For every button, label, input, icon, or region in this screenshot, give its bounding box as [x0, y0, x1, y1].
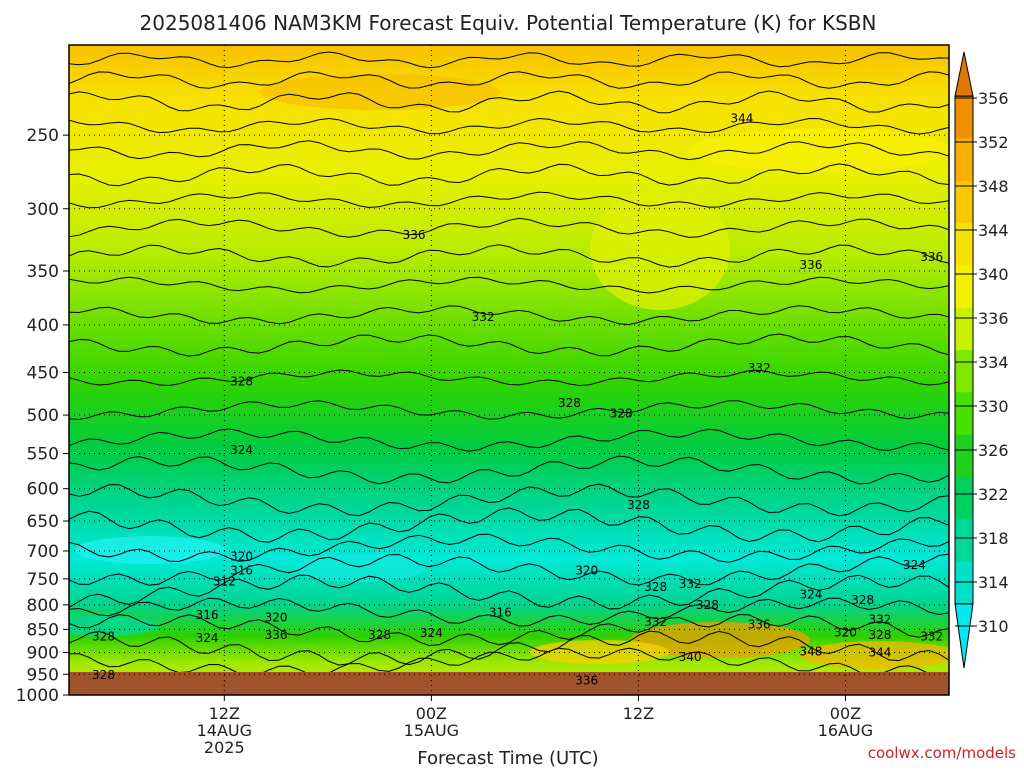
y-tick-label: 800 — [27, 596, 59, 616]
contour-label: 328 — [230, 374, 253, 388]
colorbar-segment — [955, 350, 973, 393]
colorbar-segment — [955, 435, 973, 478]
contour-label: 324 — [800, 588, 823, 602]
contour-label: 336 — [800, 258, 823, 272]
contour-label: 324 — [420, 626, 443, 640]
contour-label: 348 — [800, 645, 823, 659]
colorbar-segment — [955, 392, 973, 435]
contour-label: 336 — [403, 228, 426, 242]
contour-label: 332 — [748, 361, 771, 375]
plot-area: 3443443403363363363323323323283283283243… — [40, 45, 1024, 695]
colorbar-tick-label: 348 — [978, 177, 1009, 196]
y-tick-label: 950 — [27, 665, 59, 685]
field-feature — [590, 190, 730, 310]
colorbar-tick-label: 352 — [978, 133, 1009, 152]
y-tick-label: 400 — [27, 316, 59, 336]
contour-label: 320 — [265, 610, 288, 624]
x-tick-label: 15AUG — [404, 721, 459, 740]
colorbar-tick-label: 334 — [978, 353, 1009, 372]
x-tick-label: 2025 — [204, 738, 245, 757]
colorbar-tick-label: 336 — [978, 309, 1009, 328]
contour-label: 324 — [196, 631, 219, 645]
x-axis-label: Forecast Time (UTC) — [417, 748, 598, 768]
contour-label: 312 — [213, 574, 236, 588]
contour-label: 328 — [851, 593, 874, 607]
y-tick-label: 300 — [27, 200, 59, 220]
contour-label: 316 — [196, 608, 219, 622]
y-tick-label: 850 — [27, 620, 59, 640]
contour-label: 332 — [472, 310, 495, 324]
colorbar: 356 352 348 344 340 336 334 330 326 322 318 314 310 — [955, 52, 1009, 668]
contour-label: 344 — [869, 645, 892, 659]
contour-label: 344 — [730, 112, 753, 126]
contour-label: 332 — [920, 629, 943, 643]
y-tick-label: 700 — [27, 542, 59, 562]
contour-label: 328 — [92, 629, 115, 643]
contour-label: 328 — [696, 598, 719, 612]
contour-label: 324 — [903, 558, 926, 572]
colorbar-tick-label: 322 — [978, 485, 1009, 504]
x-tick-label: 12Z — [623, 704, 654, 723]
contour-label: 336 — [920, 250, 943, 264]
colorbar-segment — [955, 265, 973, 308]
y-tick-label: 550 — [27, 445, 59, 465]
contour-label: 344 — [1007, 67, 1024, 81]
contour-label: 328 — [644, 580, 667, 594]
colorbar-tick-label: 344 — [978, 221, 1009, 240]
contour-label: 320 — [834, 626, 857, 640]
credit-text: coolwx.com/models — [868, 744, 1016, 762]
colorbar-segment — [955, 96, 973, 139]
contour-label: 328 — [610, 406, 633, 420]
colorbar-tick-label: 310 — [978, 617, 1009, 636]
y-tick-label: 750 — [27, 570, 59, 590]
y-axis: 250 300 350 400 450 500 550 600 650 700 750 800 850 9… — [16, 126, 69, 706]
contour-label: 336 — [265, 628, 288, 642]
colorbar-tick-label: 326 — [978, 441, 1009, 460]
colorbar-segment — [955, 562, 973, 605]
colorbar-bottom-arrow — [955, 604, 973, 668]
contour-label: 328 — [869, 628, 892, 642]
ground-layer — [69, 672, 949, 695]
contour-label: 320 — [230, 550, 253, 564]
contour-label: 336 — [575, 674, 598, 688]
y-tick-label: 1000 — [16, 686, 59, 706]
y-tick-label: 250 — [27, 126, 59, 146]
colorbar-tick-label: 330 — [978, 397, 1009, 416]
y-tick-label: 900 — [27, 643, 59, 663]
contour-label: 332 — [869, 613, 892, 627]
field-feature — [75, 536, 225, 564]
colorbar-segment — [955, 223, 973, 266]
contour-label: 332 — [644, 615, 667, 629]
colorbar-segment — [955, 138, 973, 181]
colorbar-tick-label: 340 — [978, 265, 1009, 284]
x-tick-label: 16AUG — [818, 721, 873, 740]
contour-label: 316 — [489, 605, 512, 619]
y-tick-label: 600 — [27, 480, 59, 500]
contour-label: 328 — [368, 628, 391, 642]
chart-title: 2025081406 NAM3KM Forecast Equiv. Potent… — [140, 11, 877, 35]
contour-label: 328 — [92, 668, 115, 682]
contour-label: 340 — [679, 650, 702, 664]
colorbar-segment — [955, 181, 973, 224]
colorbar-tick-label: 318 — [978, 529, 1009, 548]
colorbar-tick-label: 356 — [978, 89, 1009, 108]
contour-label: 336 — [748, 618, 771, 632]
y-tick-label: 500 — [27, 406, 59, 426]
y-tick-label: 450 — [27, 364, 59, 384]
contour-label: 324 — [230, 443, 253, 457]
contour-label: 328 — [558, 396, 581, 410]
colorbar-tick-label: 314 — [978, 573, 1009, 592]
colorbar-segment — [955, 519, 973, 562]
contour-label: 320 — [575, 564, 598, 578]
contour-label: 328 — [627, 498, 650, 512]
colorbar-segment — [955, 477, 973, 520]
y-tick-label: 650 — [27, 512, 59, 532]
colorbar-segment — [955, 308, 973, 351]
y-tick-label: 350 — [27, 262, 59, 282]
colorbar-top-arrow — [955, 52, 973, 96]
contour-label: 332 — [679, 577, 702, 591]
